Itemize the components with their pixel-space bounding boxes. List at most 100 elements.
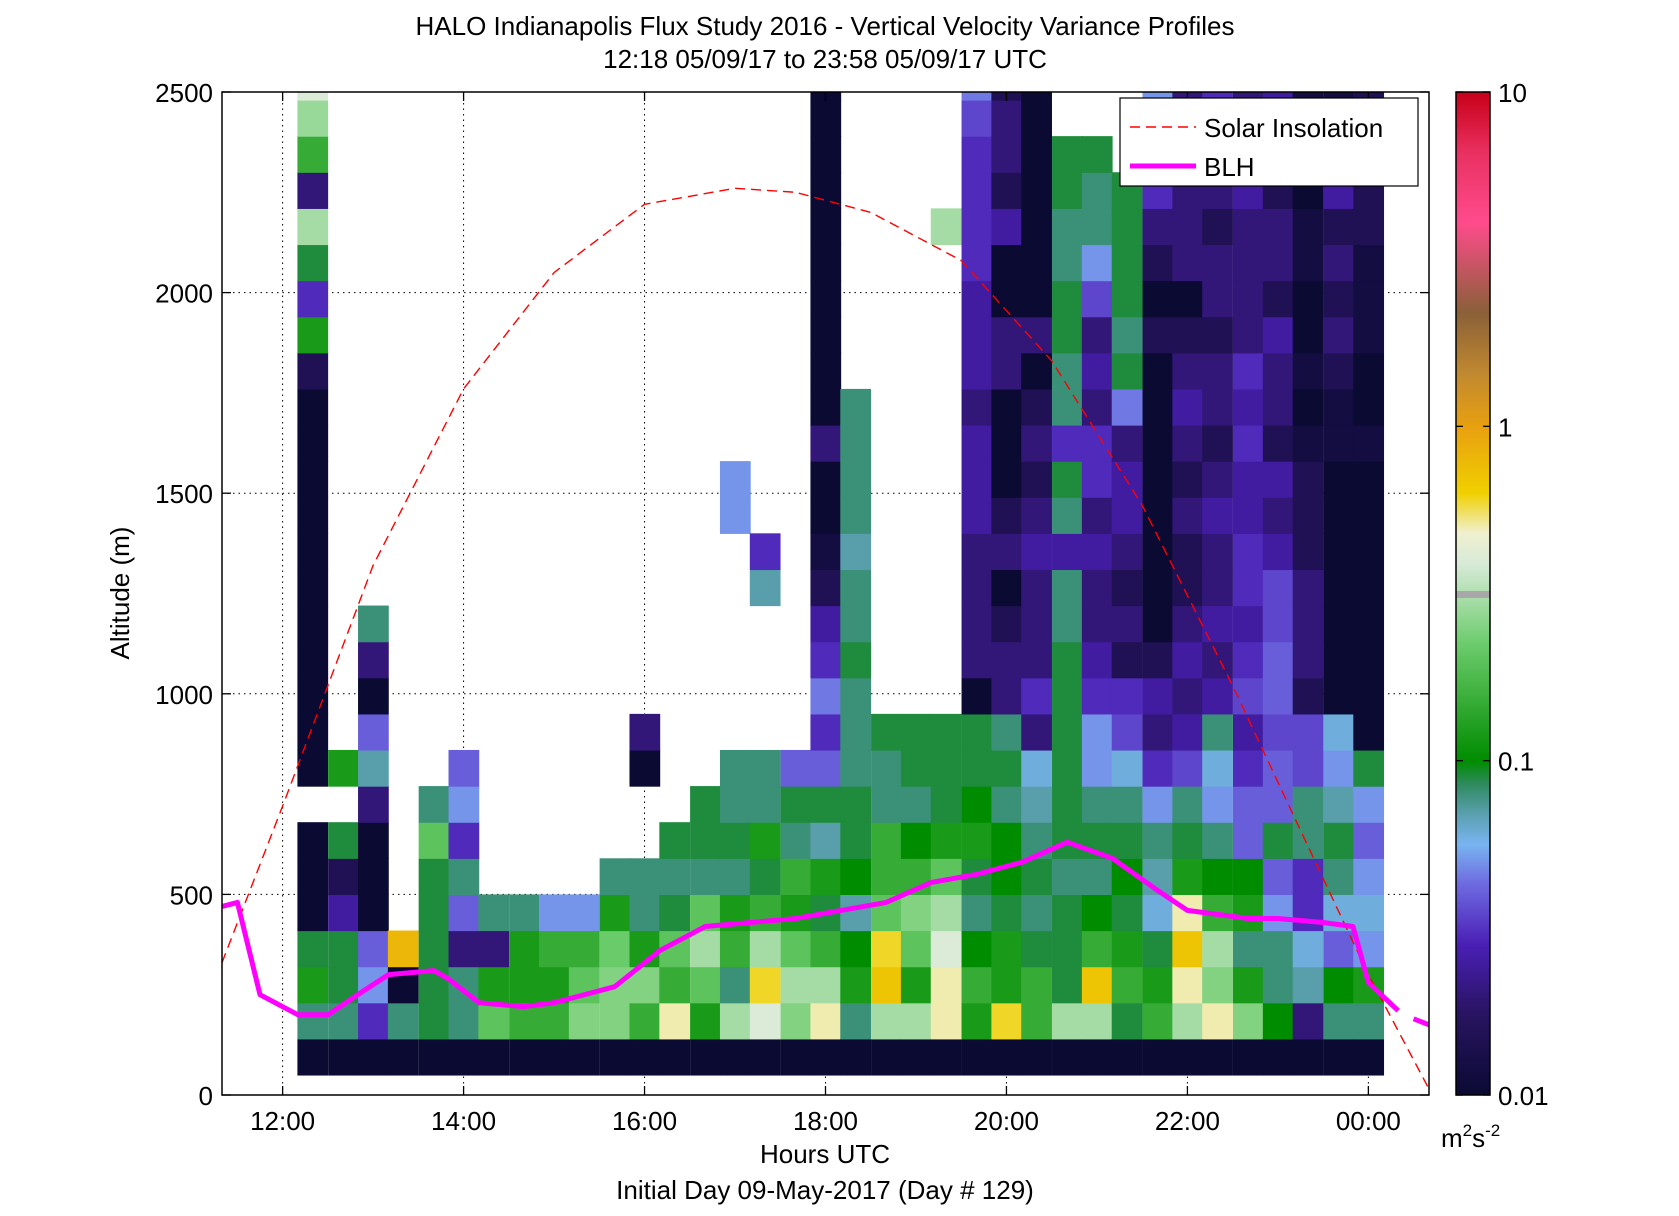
heatmap-cell [1232, 280, 1264, 318]
heatmap-cell [1081, 930, 1113, 968]
heatmap-cell [659, 894, 691, 932]
colorbar-frame [1455, 91, 1491, 1096]
heatmap-cell [478, 930, 510, 968]
heatmap-cell [810, 244, 842, 282]
heatmap-cell [1052, 966, 1083, 1004]
colorbar-unit: m2s-2 [1441, 1121, 1500, 1153]
heatmap-cell [1323, 930, 1355, 968]
heatmap-cell [418, 894, 450, 932]
heatmap-cell [961, 1002, 993, 1040]
heatmap-cell [1052, 136, 1083, 173]
heatmap-cell [1353, 677, 1385, 715]
heatmap-cell [1202, 352, 1233, 390]
heatmap-cell [358, 858, 389, 895]
heatmap-cell [629, 713, 661, 751]
heatmap-cell [1353, 352, 1385, 390]
heatmap-cell [991, 100, 1023, 137]
colorbar: 0.01 0.1 1 10 m2s-2 [1441, 78, 1549, 1153]
heatmap-cell [1021, 1038, 1052, 1076]
heatmap-cell [871, 713, 902, 751]
heatmap-cell [749, 1002, 781, 1040]
heatmap-cell [478, 966, 510, 1004]
heatmap-cell [1293, 28, 1324, 65]
heatmap-cell [1232, 1002, 1264, 1040]
heatmap-cell [1052, 713, 1083, 751]
heatmap-cell [1052, 569, 1083, 607]
heatmap-cell [297, 461, 329, 498]
heatmap-cell [418, 1038, 450, 1076]
heatmap-cell [1232, 244, 1264, 282]
heatmap-cell [418, 822, 450, 859]
y-tick-label: 0 [199, 1081, 213, 1111]
heatmap-cell [1081, 749, 1113, 787]
heatmap-cell [810, 605, 842, 643]
heatmap-cell [1353, 822, 1385, 859]
heatmap-cell [1052, 388, 1083, 426]
heatmap-cell [1052, 605, 1083, 643]
x-tick-label: 18:00 [793, 1106, 858, 1136]
heatmap-cell [358, 930, 389, 968]
y-tick-label: 1500 [155, 479, 213, 509]
heatmap-cell [690, 786, 721, 823]
heatmap-cell [1262, 749, 1294, 787]
heatmap-cell [328, 1002, 359, 1040]
series-line-blh [1412, 1016, 1429, 1028]
heatmap-cell [1021, 749, 1052, 787]
chart-subtitle: 12:18 05/09/17 to 23:58 05/09/17 UTC [603, 44, 1047, 74]
heatmap-cell [1262, 569, 1294, 607]
heatmap-cell [1353, 316, 1385, 354]
heatmap-cell [1052, 894, 1083, 932]
heatmap-cell [1052, 497, 1083, 534]
heatmap-cell [358, 1038, 389, 1076]
heatmap-cell [810, 461, 842, 498]
heatmap-cell [1262, 930, 1294, 968]
heatmap-cell [749, 569, 781, 607]
heatmap-cell [719, 1038, 751, 1076]
heatmap-cell [961, 641, 993, 679]
heatmap-cell [1292, 966, 1324, 1004]
heatmap-cell [840, 749, 872, 787]
heatmap-cell [1202, 569, 1233, 607]
heatmap-cell [1353, 749, 1385, 787]
heatmap-cell [810, 533, 842, 571]
heatmap-cell [961, 352, 993, 390]
heatmap-cell [690, 1002, 721, 1040]
heatmap-cell [1021, 100, 1052, 137]
heatmap-cell [629, 858, 661, 895]
heatmap-cell [539, 966, 570, 1004]
heatmap-cell [1202, 641, 1233, 679]
heatmap-cell [1353, 461, 1385, 498]
heatmap-cell [539, 894, 570, 932]
heatmap-cell [871, 858, 902, 895]
heatmap-cell [448, 930, 480, 968]
heatmap-cell [1323, 280, 1355, 318]
heatmap-cell [1142, 1002, 1174, 1040]
heatmap-cell [1323, 1002, 1355, 1040]
heatmap-cell [719, 497, 751, 534]
heatmap-cell [297, 352, 329, 390]
heatmap-cell [1232, 208, 1264, 246]
heatmap-cell [1052, 749, 1083, 787]
heatmap-cell [1323, 822, 1355, 859]
heatmap-cell [1021, 280, 1052, 318]
heatmap-cell [1202, 786, 1233, 823]
heatmap-cell [991, 461, 1023, 498]
heatmap-cell [1111, 497, 1143, 534]
heatmap-cell [1323, 605, 1355, 643]
heatmap-cell [297, 172, 329, 209]
heatmap-cell [930, 713, 962, 751]
heatmap-cell [539, 1002, 570, 1040]
heatmap-cell [297, 966, 329, 1004]
heatmap-cell [1202, 749, 1233, 787]
heatmap-cell [1052, 533, 1083, 571]
heatmap-cell [358, 641, 389, 679]
heatmap-cell [1262, 713, 1294, 751]
heatmap-cell [991, 894, 1023, 932]
heatmap-cell [1142, 425, 1174, 462]
heatmap-cell [930, 208, 962, 246]
heatmap-cell [1202, 244, 1233, 282]
heatmap-cell [1353, 641, 1385, 679]
heatmap-cell [1052, 930, 1083, 968]
heatmap-cell [1262, 605, 1294, 643]
heatmap-cell [418, 858, 450, 895]
